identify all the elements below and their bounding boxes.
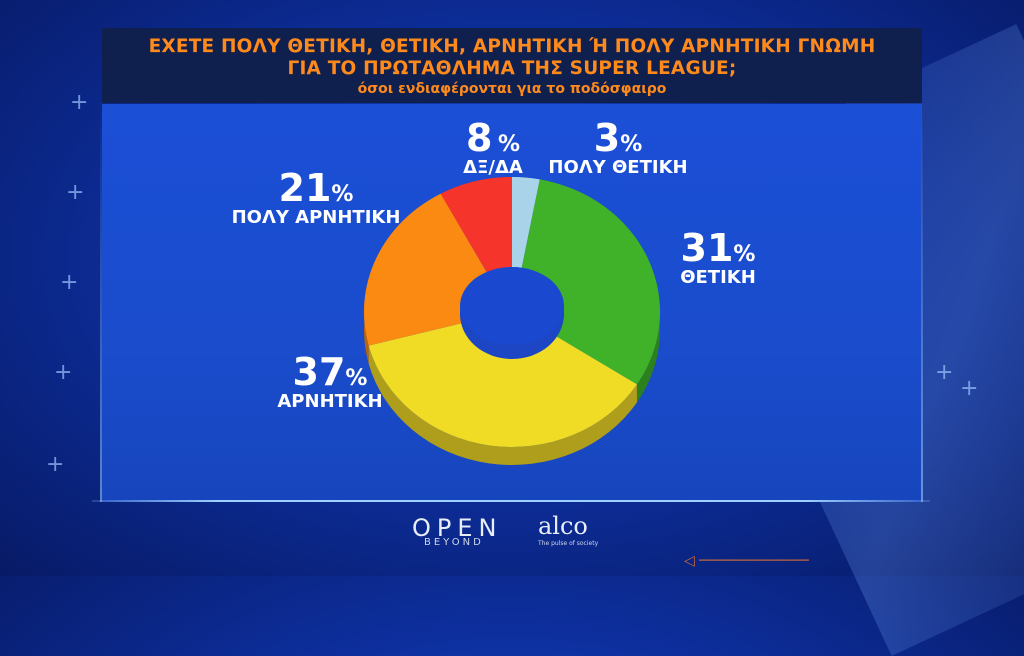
chart-title: ΕΧΕΤΕ ΠΟΛΥ ΘΕΤΙΚΗ, ΘΕΤΙΚΗ, ΑΡΝΗΤΙΚΗ Ή ΠΟ…	[102, 36, 922, 80]
decorative-plus-icon: +	[60, 270, 79, 295]
label-negative-percent: %	[345, 366, 368, 391]
label-very-negative: 21% ΠΟΛΥ ΑΡΝΗΤΙΚΗ	[226, 168, 406, 228]
chart-header: ΕΧΕΤΕ ΠΟΛΥ ΘΕΤΙΚΗ, ΘΕΤΙΚΗ, ΑΡΝΗΤΙΚΗ Ή ΠΟ…	[102, 28, 922, 103]
label-negative-value: 37	[292, 350, 346, 394]
label-negative-name: ΑΡΝΗΤΙΚΗ	[277, 391, 383, 412]
decorative-plus-icon: +	[960, 376, 979, 401]
label-positive-percent: %	[733, 242, 756, 267]
label-very-positive-name: ΠΟΛΥ ΘΕΤΙΚΗ	[548, 157, 688, 178]
label-very-positive-percent: %	[620, 132, 643, 157]
decorative-plus-icon: +	[935, 360, 954, 385]
open-logo: OPEN	[412, 514, 503, 542]
donut-chart	[364, 177, 660, 465]
alco-logo-sub: The pulse of society	[538, 540, 599, 547]
open-logo-sub: BEYOND	[424, 537, 484, 548]
decorative-plus-icon: +	[46, 452, 65, 477]
donut-slice-0	[512, 177, 540, 268]
label-very-negative-value: 21	[278, 166, 332, 210]
label-dk: 8 % ΔΞ/ΔΑ	[438, 118, 548, 178]
label-positive-name: ΘΕΤΙΚΗ	[680, 267, 756, 288]
label-very-positive: 3% ΠΟΛΥ ΘΕΤΙΚΗ	[548, 118, 688, 178]
alco-logo: alco	[538, 512, 588, 540]
donut-slice-3	[364, 193, 487, 346]
label-dk-percent: %	[497, 132, 521, 157]
decorative-plus-icon: +	[66, 180, 85, 205]
label-very-positive-value: 3	[593, 116, 621, 160]
label-dk-value: 8	[465, 116, 493, 160]
decorative-arrow-icon: ◁ ─────────────	[684, 553, 809, 569]
chart-title-line2: ΓΙΑ ΤΟ ΠΡΩΤΑΘΛΗΜΑ ΤΗΣ SUPER LEAGUE;	[287, 58, 737, 79]
label-positive: 31% ΘΕΤΙΚΗ	[668, 228, 768, 288]
donut-slice-1	[521, 179, 660, 385]
panel-left-edge	[100, 104, 102, 502]
label-negative: 37% ΑΡΝΗΤΙΚΗ	[270, 352, 390, 412]
label-very-negative-percent: %	[331, 182, 354, 207]
panel-right-edge	[921, 104, 923, 502]
donut-hole-inner	[460, 267, 564, 345]
decorative-plus-icon: +	[54, 360, 73, 385]
donut-slice-2	[368, 323, 637, 447]
chart-subtitle: όσοι ενδιαφέρονται για το ποδόσφαιρο	[357, 81, 667, 97]
panel-bottom-line	[92, 500, 930, 502]
donut-slice-4	[440, 177, 512, 273]
label-very-negative-name: ΠΟΛΥ ΑΡΝΗΤΙΚΗ	[231, 207, 401, 228]
decorative-plus-icon: +	[70, 90, 89, 115]
chart-title-line1: ΕΧΕΤΕ ΠΟΛΥ ΘΕΤΙΚΗ, ΘΕΤΙΚΗ, ΑΡΝΗΤΙΚΗ Ή ΠΟ…	[148, 36, 876, 57]
donut-side-2	[368, 345, 637, 465]
label-positive-value: 31	[680, 226, 734, 270]
label-dk-name: ΔΞ/ΔΑ	[463, 157, 523, 178]
